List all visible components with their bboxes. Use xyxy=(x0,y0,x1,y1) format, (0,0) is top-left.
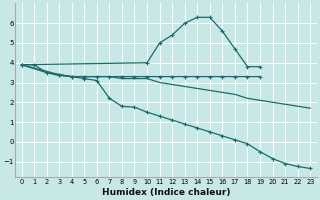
X-axis label: Humidex (Indice chaleur): Humidex (Indice chaleur) xyxy=(102,188,230,197)
